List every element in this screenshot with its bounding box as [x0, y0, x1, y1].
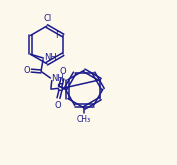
Text: NH: NH: [44, 53, 56, 62]
Text: F: F: [55, 31, 60, 40]
Text: O: O: [23, 66, 30, 75]
Text: NH: NH: [51, 74, 64, 83]
Text: O: O: [55, 101, 61, 110]
Text: CH₃: CH₃: [77, 115, 91, 124]
Text: S: S: [57, 83, 64, 93]
Text: O: O: [59, 66, 66, 76]
Text: Cl: Cl: [44, 14, 52, 23]
